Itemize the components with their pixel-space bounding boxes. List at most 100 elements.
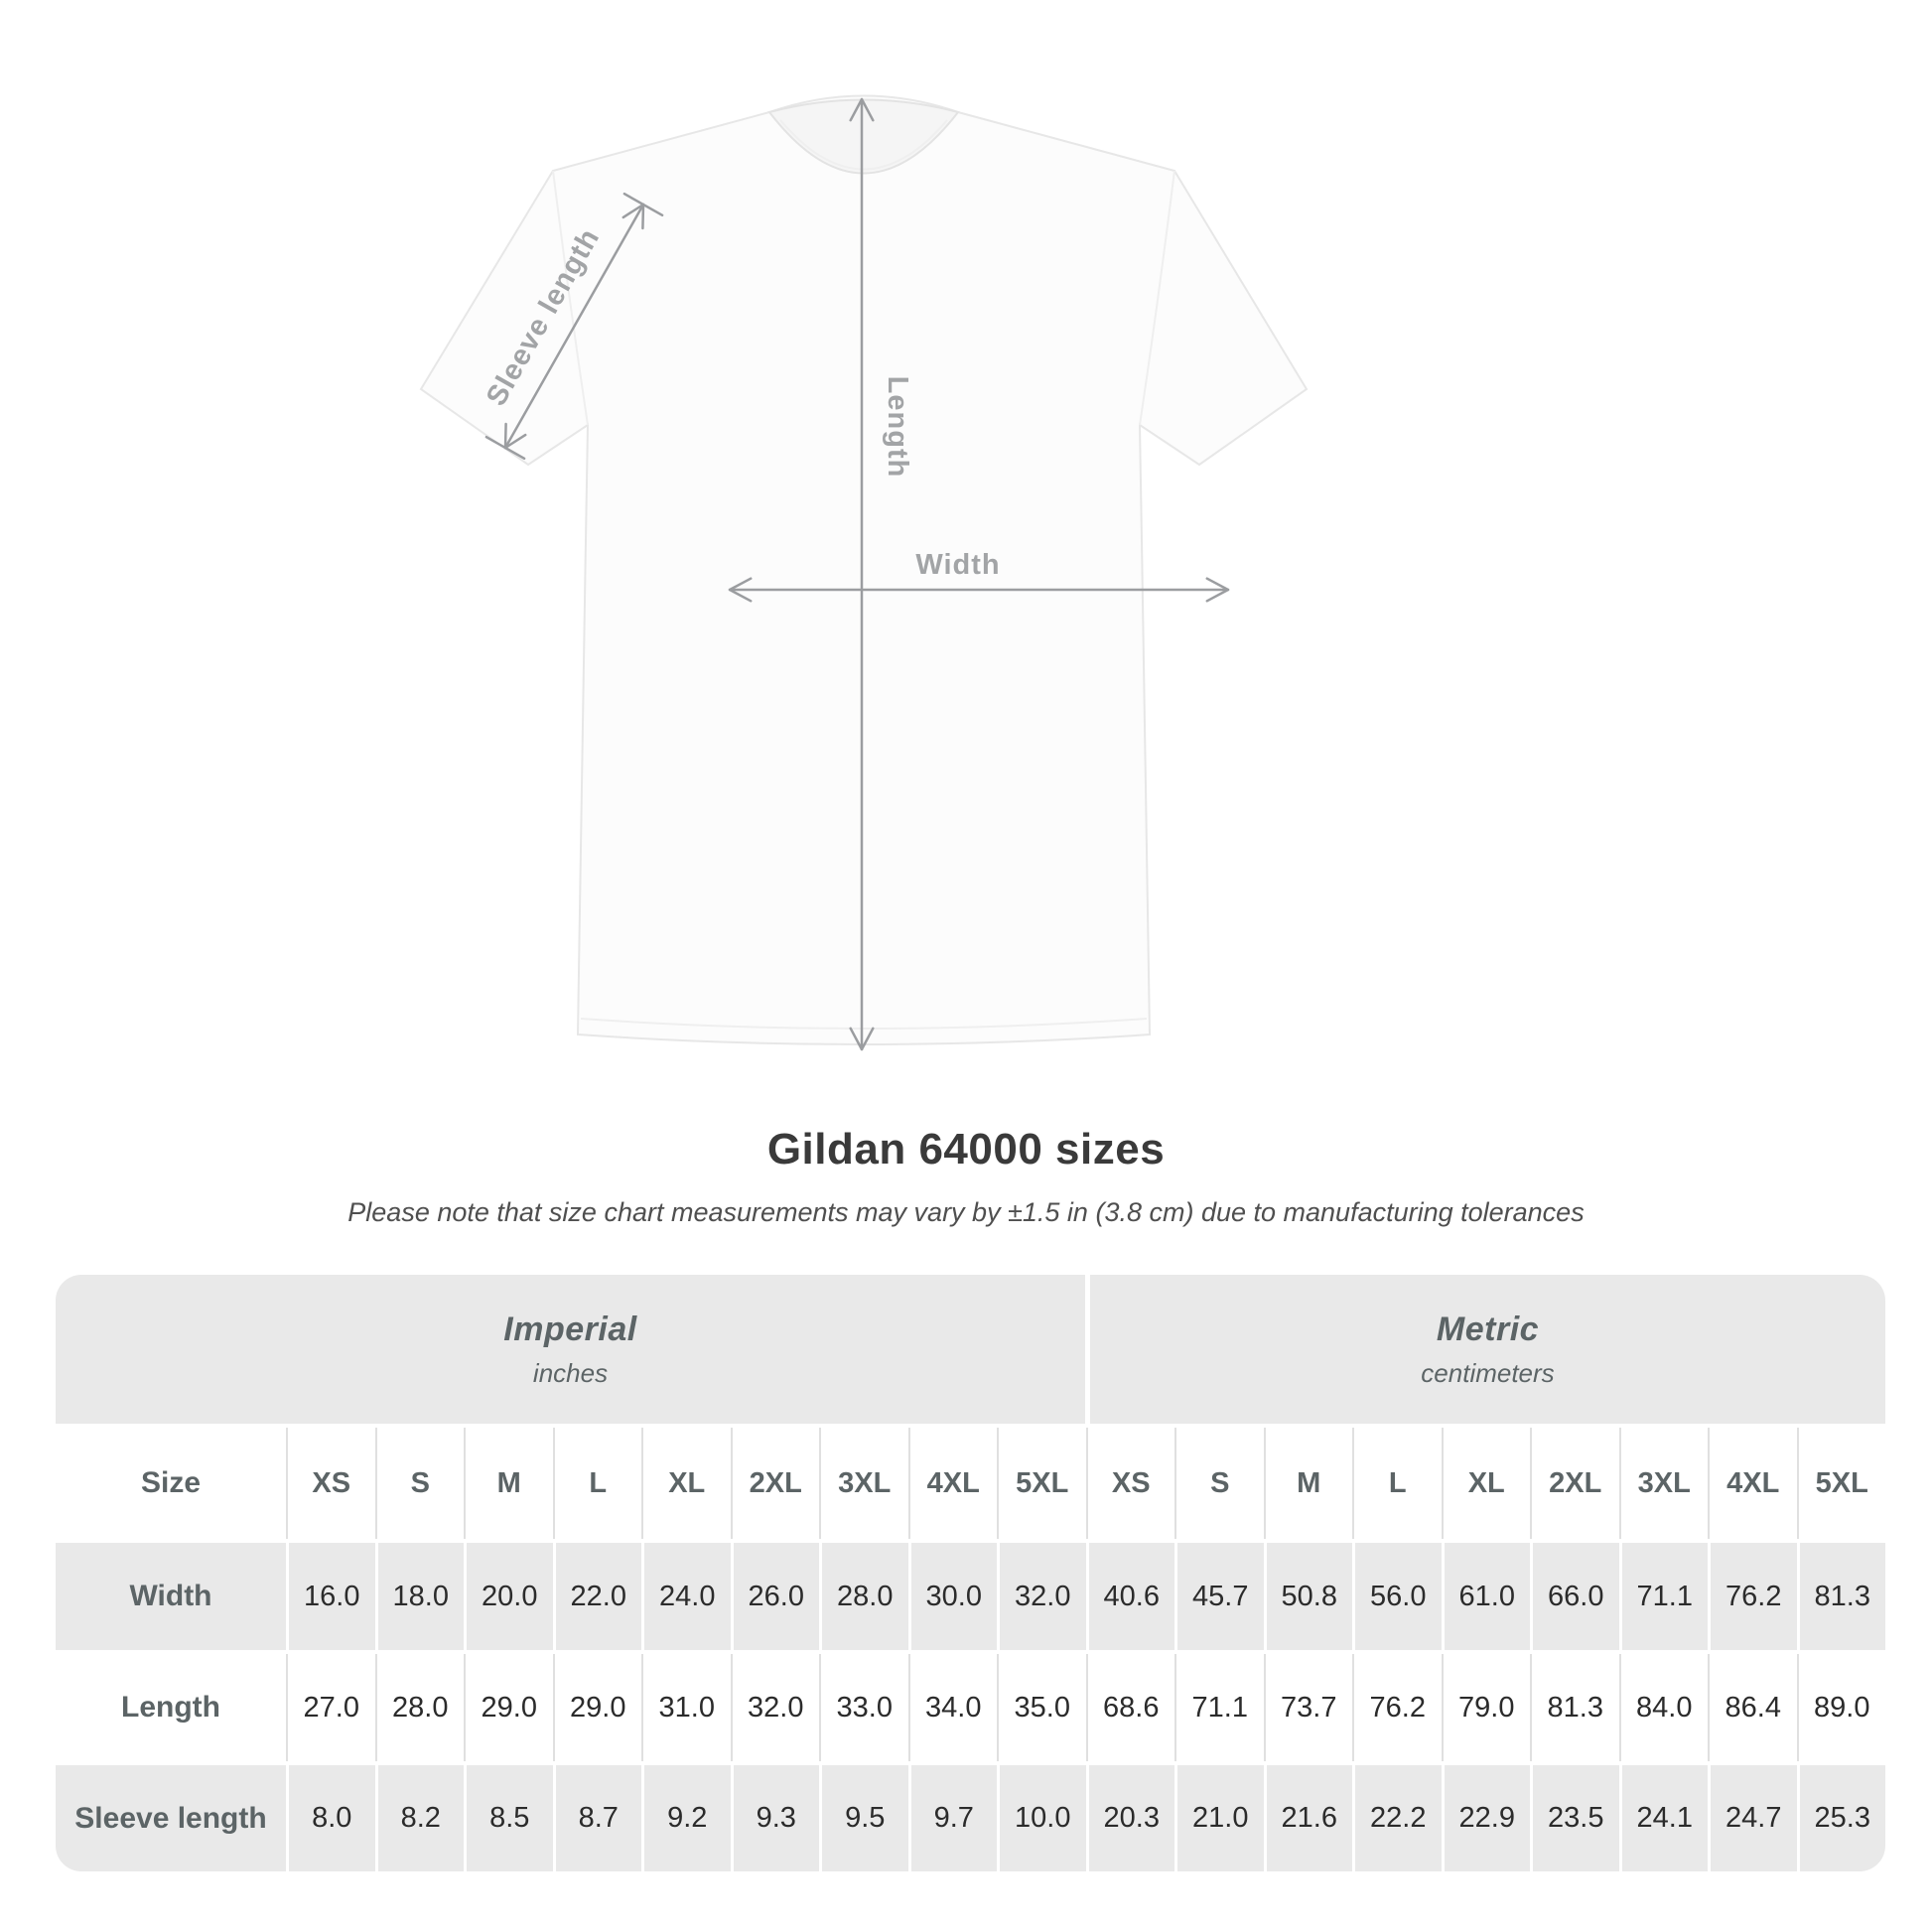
value-cell: 32.0 [997,1543,1086,1650]
value-cell: 24.0 [641,1543,731,1650]
row-label: Length [56,1654,286,1761]
table-row: Length 27.0 28.0 29.0 29.0 31.0 32.0 33.0 34.0 35… [56,1654,1885,1761]
value-cell: 9.5 [819,1765,908,1871]
size-cell: S [374,1428,464,1539]
value-cell: 27.0 [286,1654,375,1761]
value-cell: 71.1 [1174,1654,1264,1761]
value-cell: 25.3 [1796,1765,1885,1871]
size-cell: XL [1441,1428,1530,1539]
value-cell: 31.0 [641,1654,731,1761]
size-cell: M [1263,1428,1352,1539]
page-title: Gildan 64000 sizes [766,1125,1166,1173]
tshirt-diagram: Length Width Sleeve length [419,94,1309,1051]
imperial-group-header: Imperial inches [56,1275,1085,1424]
value-cell: 24.7 [1708,1765,1797,1871]
value-cell: 30.0 [907,1543,997,1650]
value-cell: 8.7 [552,1765,641,1871]
row-label: Sleeve length [56,1765,286,1871]
value-cell: 20.0 [464,1543,553,1650]
size-cell: XL [641,1428,731,1539]
value-cell: 50.8 [1263,1543,1352,1650]
value-cell: 35.0 [997,1654,1086,1761]
value-cell: 9.2 [641,1765,731,1871]
value-cell: 28.0 [374,1654,464,1761]
value-cell: 9.3 [730,1765,819,1871]
value-cell: 16.0 [286,1543,375,1650]
unit-group-header: Imperial inches Metric centimeters [56,1275,1885,1424]
value-cell: 76.2 [1708,1543,1797,1650]
value-cell: 20.3 [1085,1765,1174,1871]
value-cell: 10.0 [997,1765,1086,1871]
size-table: Imperial inches Metric centimeters Size X… [56,1275,1885,1871]
value-cell: 22.9 [1441,1765,1530,1871]
size-cell: 2XL [730,1428,819,1539]
table-rows: Width 16.0 18.0 20.0 22.0 24.0 26.0 28.0 30.0 32.… [56,1543,1885,1871]
size-cell: M [464,1428,553,1539]
value-cell: 45.7 [1174,1543,1264,1650]
value-cell: 22.0 [552,1543,641,1650]
size-cell: L [552,1428,641,1539]
value-cell: 89.0 [1796,1654,1885,1761]
value-cell: 79.0 [1441,1654,1530,1761]
imperial-group-unit: inches [532,1357,609,1388]
size-cell: XS [1085,1428,1174,1539]
hem-seam [580,1018,1148,1030]
value-cell: 23.5 [1530,1765,1619,1871]
sleeve-length-arrow [484,192,664,461]
tshirt-body [419,94,1309,1045]
value-cell: 68.6 [1085,1654,1174,1761]
value-cell: 28.0 [819,1543,908,1650]
value-cell: 33.0 [819,1654,908,1761]
metric-group-name: Metric [1436,1310,1540,1348]
table-row: Width 16.0 18.0 20.0 22.0 24.0 26.0 28.0 30.0 32.… [56,1543,1885,1650]
size-cell: 5XL [1796,1428,1885,1539]
size-cell: 5XL [997,1428,1086,1539]
value-cell: 32.0 [730,1654,819,1761]
size-cell: 3XL [819,1428,908,1539]
value-cell: 84.0 [1618,1654,1708,1761]
value-cell: 73.7 [1263,1654,1352,1761]
size-cell: 2XL [1530,1428,1619,1539]
value-cell: 81.3 [1796,1543,1885,1650]
imperial-group-name: Imperial [503,1310,637,1348]
value-cell: 24.1 [1618,1765,1708,1871]
value-cell: 21.6 [1263,1765,1352,1871]
table-row: Sleeve length 8.0 8.2 8.5 8.7 9.2 9.3 9.5 9.7 10.… [56,1765,1885,1871]
value-cell: 86.4 [1708,1654,1797,1761]
value-cell: 18.0 [374,1543,464,1650]
value-cell: 40.6 [1085,1543,1174,1650]
value-cell: 71.1 [1618,1543,1708,1650]
value-cell: 29.0 [464,1654,553,1761]
metric-group-unit: centimeters [1421,1357,1555,1388]
length-arrow [849,97,875,1051]
width-dimension-label: Width [915,549,1000,581]
value-cell: 34.0 [907,1654,997,1761]
size-column-header: Size [56,1428,286,1539]
size-cell: L [1352,1428,1442,1539]
value-cell: 29.0 [552,1654,641,1761]
width-arrow [728,577,1230,603]
value-cell: 21.0 [1174,1765,1264,1871]
size-header-row: Size XS S M L XL 2XL 3XL 4XL 5XL XS S M L XL 2XL 3XL 4XL 5… [56,1428,1885,1539]
row-label: Width [56,1543,286,1650]
value-cell: 22.2 [1352,1765,1442,1871]
collar-seam [779,119,948,171]
value-cell: 8.0 [286,1765,375,1871]
value-cell: 61.0 [1441,1543,1530,1650]
left-sleeve-seam [552,170,589,426]
tolerance-note: Please note that size chart measurements… [347,1197,1585,1227]
length-dimension-label: Length [882,376,913,479]
right-sleeve-seam [1139,170,1175,426]
value-cell: 26.0 [730,1543,819,1650]
value-cell: 56.0 [1352,1543,1442,1650]
value-cell: 66.0 [1530,1543,1619,1650]
size-cell: S [1174,1428,1264,1539]
size-cell: 3XL [1618,1428,1708,1539]
value-cell: 9.7 [907,1765,997,1871]
metric-group-header: Metric centimeters [1090,1275,1885,1424]
value-cell: 81.3 [1530,1654,1619,1761]
value-cell: 76.2 [1352,1654,1442,1761]
size-cell: 4XL [1708,1428,1797,1539]
size-cell: XS [286,1428,375,1539]
